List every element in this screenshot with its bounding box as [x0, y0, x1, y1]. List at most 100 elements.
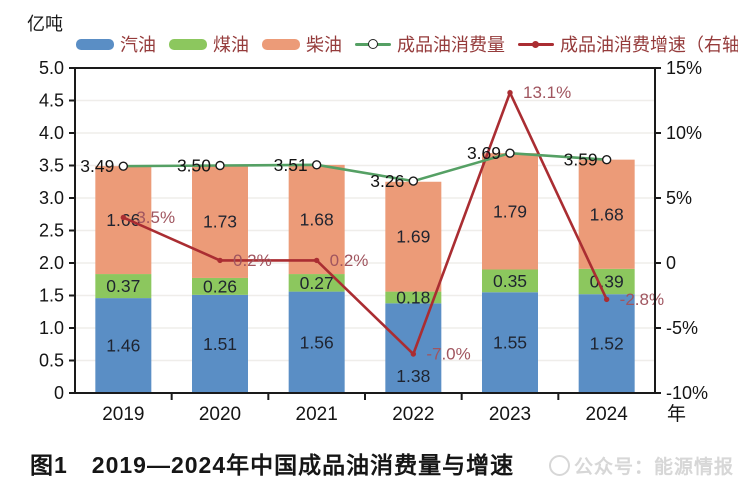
- consumption-line-marker-icon: [355, 38, 391, 50]
- x-axis-category-label: 2021: [296, 404, 338, 425]
- watermark-text: 公众号：能源情报: [573, 457, 734, 478]
- growth-value-label: 13.1%: [523, 83, 571, 102]
- growth-point-marker: [313, 257, 320, 264]
- growth-value-label: -2.8%: [620, 290, 664, 309]
- bar-segment-label: 1.68: [300, 209, 334, 229]
- legend-label-gasoline: 汽油: [120, 35, 156, 55]
- bar-segment-label: 1.73: [203, 212, 237, 232]
- right-axis-tick-label: 15%: [666, 58, 702, 78]
- x-axis-category-label: 2023: [489, 404, 531, 425]
- left-axis-tick-label: 0: [54, 383, 64, 403]
- bar-segment-煤油-2022: [385, 291, 442, 304]
- bar-segment-label: 1.56: [300, 332, 334, 352]
- consumption-point-marker: [408, 176, 419, 186]
- legend-label-consumption: 成品油消费量: [397, 35, 505, 55]
- bar-segment-煤油-2020: [192, 277, 248, 295]
- right-axis-tick-label: 0: [666, 253, 676, 273]
- right-axis-tick-label: -10%: [666, 383, 708, 403]
- legend-label-kerosene: 煤油: [213, 35, 249, 55]
- bar-segment-label: 0.35: [493, 271, 527, 291]
- left-axis-tick-label: 3.5: [39, 156, 64, 176]
- bar-segment-汽油-2023: [482, 292, 538, 393]
- bar-segment-煤油-2019: [95, 274, 152, 299]
- bar-segment-柴油-2023: [482, 153, 538, 270]
- growth-point-marker: [410, 351, 417, 357]
- growth-point-marker: [217, 257, 223, 264]
- growth-value-label: 0.2%: [233, 251, 272, 270]
- bar-segment-label: 1.79: [493, 201, 527, 221]
- bar-segment-label: 1.69: [396, 227, 430, 247]
- growth-line-marker-icon: [518, 38, 554, 50]
- legend-item-consumption: 成品油消费量: [355, 31, 505, 57]
- consumption-value-label: 3.69: [467, 143, 501, 163]
- right-axis-tick-label: -5%: [666, 318, 698, 338]
- consumption-point-marker: [505, 148, 515, 158]
- diesel-swatch-icon: [262, 38, 300, 50]
- legend: 汽油 煤油 柴油 成品油消费量 成品油消费增速（右轴）: [76, 31, 738, 57]
- right-axis-tick-label: 10%: [666, 123, 702, 143]
- bar-segment-label: 0.37: [106, 276, 140, 296]
- growth-point-marker: [603, 296, 610, 303]
- legend-label-diesel: 柴油: [306, 35, 342, 55]
- consumption-value-label: 3.50: [177, 156, 211, 176]
- legend-label-growth: 成品油消费增速（右轴）: [560, 35, 738, 55]
- legend-item-kerosene: 煤油: [169, 31, 249, 57]
- x-axis-category-label: 2022: [392, 404, 434, 425]
- combo-chart-canvas: 1.460.371.661.510.261.731.560.271.681.38…: [39, 58, 708, 425]
- left-axis-tick-label: 4.5: [39, 91, 64, 111]
- consumption-point-marker: [118, 161, 129, 171]
- bar-segment-汽油-2022: [385, 303, 442, 393]
- bar-segment-label: 0.39: [590, 272, 624, 292]
- growth-point-marker: [507, 90, 513, 96]
- consumption-value-label: 3.59: [564, 150, 598, 170]
- bar-segment-汽油-2021: [288, 291, 345, 393]
- caption-row: 图1 2019—2024年中国成品油消费量与增速 公众号：能源情报: [0, 438, 738, 490]
- left-axis-tick-label: 1.5: [39, 286, 64, 306]
- bar-segment-汽油-2024: [578, 294, 635, 393]
- consumption-point-marker: [601, 154, 612, 165]
- legend-item-diesel: 柴油: [262, 31, 342, 57]
- growth-point-marker: [120, 214, 127, 221]
- growth-value-label: -7.0%: [426, 345, 470, 364]
- left-axis-tick-label: 4.0: [39, 123, 64, 143]
- gasoline-swatch-icon: [76, 38, 114, 50]
- figure-caption: 图1 2019—2024年中国成品油消费量与增速: [30, 452, 515, 478]
- bar-segment-label: 0.26: [203, 276, 237, 296]
- bar-segment-煤油-2024: [578, 268, 635, 295]
- x-axis-category-label: 2020: [199, 404, 241, 425]
- bar-segment-label: 1.55: [493, 333, 527, 353]
- bar-segment-label: 1.46: [106, 336, 140, 356]
- bar-segment-汽油-2019: [95, 298, 152, 393]
- x-axis-unit-label: 年: [667, 403, 686, 425]
- watermark-logo-icon: [548, 455, 570, 476]
- bar-segment-柴油-2024: [578, 159, 635, 269]
- bar-segment-煤油-2023: [482, 269, 538, 293]
- left-axis-tick-label: 0.5: [39, 351, 64, 371]
- left-axis-tick-label: 1.0: [39, 318, 64, 338]
- consumption-value-label: 3.26: [370, 171, 404, 191]
- left-axis-unit-label: 亿吨: [27, 14, 63, 34]
- growth-value-label: 0.2%: [330, 251, 369, 270]
- x-axis-category-label: 2024: [586, 404, 629, 425]
- bar-segment-label: 1.52: [590, 334, 624, 354]
- consumption-line: [123, 151, 607, 183]
- bar-segment-label: 0.18: [396, 287, 430, 307]
- bar-segment-煤油-2021: [288, 274, 345, 292]
- kerosene-swatch-icon: [169, 38, 207, 50]
- left-axis-tick-label: 2.0: [39, 253, 64, 273]
- legend-item-gasoline: 汽油: [76, 31, 156, 57]
- bar-segment-柴油-2021: [288, 164, 345, 275]
- watermark: 公众号：能源情报: [548, 452, 734, 479]
- consumption-value-label: 3.51: [274, 155, 308, 175]
- bar-segment-label: 1.51: [203, 334, 237, 354]
- consumption-point-marker: [215, 160, 225, 171]
- bar-segment-汽油-2020: [192, 294, 248, 393]
- growth-value-label: 3.5%: [136, 208, 175, 227]
- left-axis-tick-label: 3.0: [39, 188, 64, 208]
- bar-segment-label: 1.38: [396, 366, 430, 386]
- x-axis-category-label: 2019: [102, 404, 144, 425]
- right-axis-tick-label: 5%: [666, 188, 692, 208]
- growth-line: [122, 89, 608, 357]
- consumption-value-label: 3.49: [80, 156, 114, 176]
